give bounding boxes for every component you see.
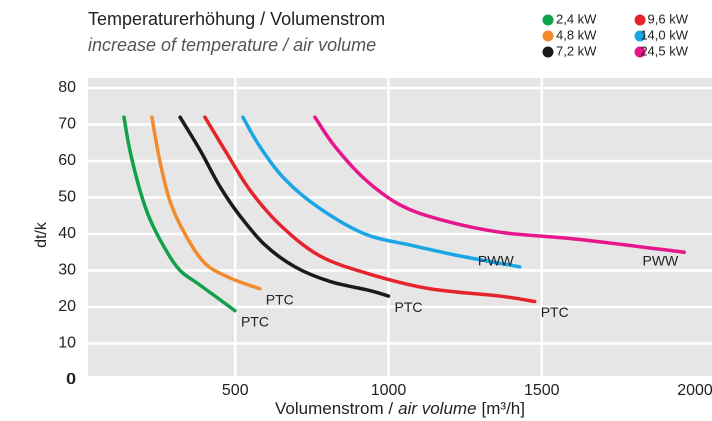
legend-label: 24,5 kW bbox=[640, 43, 688, 58]
chart-title: Temperaturerhöhung / Volumenstrom bbox=[88, 9, 385, 29]
y-tick-label: 10 bbox=[58, 335, 76, 352]
x-tick-label: 1000 bbox=[371, 382, 407, 399]
y-tick-label: 20 bbox=[58, 298, 76, 315]
series-line bbox=[122, 115, 237, 313]
x-axis-label: Volumenstrom / air volume [m³/h] bbox=[275, 399, 525, 418]
series-line bbox=[203, 115, 537, 304]
legend-label: 9,6 kW bbox=[648, 11, 689, 26]
x-tick-label: 500 bbox=[222, 382, 249, 399]
legend-marker bbox=[634, 46, 646, 58]
y-tick-label: 80 bbox=[58, 79, 76, 96]
y-tick-label: 40 bbox=[58, 225, 76, 242]
series-line bbox=[241, 115, 522, 269]
x-axis-label-part: [m³/h] bbox=[482, 399, 525, 418]
series-line bbox=[178, 115, 391, 298]
plot-background bbox=[88, 78, 712, 376]
legend-marker bbox=[634, 14, 646, 26]
y-tick-label: 0 bbox=[67, 371, 76, 388]
end-label: PTC bbox=[541, 304, 569, 320]
x-axis-label-part: Volumenstrom / bbox=[275, 399, 393, 418]
x-tick-label: 0 bbox=[66, 371, 75, 388]
end-label: PTC bbox=[266, 291, 294, 307]
legend-marker bbox=[542, 46, 554, 58]
end-label: PWW bbox=[478, 253, 515, 269]
y-tick-label: 60 bbox=[58, 152, 76, 169]
x-axis-label-part: air volume bbox=[398, 399, 476, 418]
legend-label: 14,0 kW bbox=[640, 27, 688, 42]
y-tick-label: 70 bbox=[58, 116, 76, 133]
legend-label: 7,2 kW bbox=[556, 43, 597, 58]
legend-marker bbox=[542, 14, 554, 26]
y-axis-label: dt/k bbox=[33, 221, 50, 248]
legend-label: 4,8 kW bbox=[556, 27, 597, 42]
series-line bbox=[313, 115, 687, 254]
x-tick-label: 2000 bbox=[677, 382, 712, 399]
series-line bbox=[150, 115, 262, 291]
y-tick-label: 50 bbox=[58, 189, 76, 206]
legend-box bbox=[498, 0, 712, 76]
legend-marker bbox=[542, 30, 554, 42]
end-label: PTC bbox=[395, 299, 423, 315]
y-tick-label: 30 bbox=[58, 262, 76, 279]
chart-subtitle: increase of temperature / air volume bbox=[88, 35, 376, 55]
legend-marker bbox=[634, 30, 646, 42]
legend-label: 2,4 kW bbox=[556, 11, 597, 26]
x-tick-label: 1500 bbox=[524, 382, 560, 399]
end-label: PWW bbox=[643, 253, 680, 269]
end-label: PTC bbox=[241, 313, 269, 329]
